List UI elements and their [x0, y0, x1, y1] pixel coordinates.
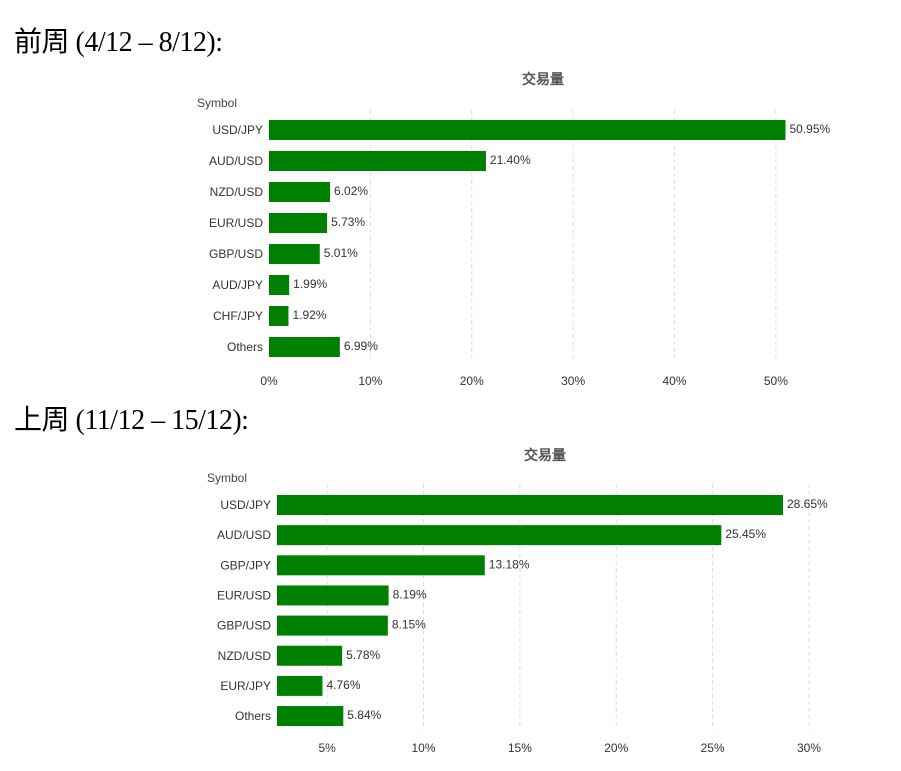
- x-tick-label: 0%: [260, 374, 278, 388]
- y-axis-label: Symbol: [197, 96, 237, 110]
- bar: [277, 555, 485, 576]
- x-tick-label: 10%: [358, 374, 382, 388]
- value-label: 8.15%: [392, 618, 426, 632]
- chart-title: 交易量: [524, 447, 566, 463]
- value-label: 1.99%: [293, 277, 327, 291]
- value-label: 1.92%: [292, 308, 326, 322]
- x-tick-label: 10%: [411, 741, 435, 755]
- value-label: 5.01%: [324, 246, 358, 260]
- bar: [269, 182, 331, 202]
- value-label: 6.99%: [344, 339, 378, 353]
- value-label: 8.19%: [393, 587, 427, 601]
- bar: [269, 306, 289, 326]
- x-tick-label: 40%: [662, 374, 686, 388]
- category-label: EUR/USD: [217, 588, 271, 602]
- bar: [277, 495, 783, 515]
- x-tick-label: 20%: [604, 741, 628, 755]
- category-label: EUR/USD: [209, 216, 263, 230]
- value-label: 28.65%: [787, 497, 828, 511]
- y-axis-label: Symbol: [207, 471, 247, 485]
- bar: [269, 120, 786, 140]
- category-label: GBP/USD: [217, 619, 271, 633]
- bar: [269, 275, 290, 295]
- category-label: GBP/JPY: [220, 558, 271, 572]
- category-label: Others: [235, 709, 271, 723]
- week-heading-previous: 前周 (4/12 – 8/12):: [14, 27, 223, 58]
- bar: [269, 337, 340, 357]
- category-label: EUR/JPY: [220, 679, 271, 693]
- bar: [269, 244, 320, 264]
- x-tick-label: 15%: [508, 741, 532, 755]
- bar: [269, 151, 486, 171]
- category-label: NZD/USD: [218, 649, 272, 663]
- category-label: AUD/JPY: [212, 278, 263, 292]
- bar: [277, 645, 343, 666]
- category-label: USD/JPY: [212, 123, 263, 137]
- category-label: CHF/JPY: [213, 309, 263, 323]
- volume-bar-chart-last-week: 交易量 Symbol 5% 10% 15% 20% 25% 30% USD/JPY 28.65% A…: [207, 447, 828, 755]
- category-label: AUD/USD: [209, 154, 263, 168]
- x-tick-label: 30%: [797, 741, 821, 755]
- category-label: AUD/USD: [217, 528, 271, 542]
- category-label: Others: [227, 340, 263, 354]
- value-label: 21.40%: [490, 153, 531, 167]
- value-label: 5.78%: [346, 648, 380, 662]
- category-label: USD/JPY: [220, 498, 271, 512]
- x-tick-label: 5%: [318, 741, 336, 755]
- category-label: NZD/USD: [210, 185, 264, 199]
- value-label: 50.95%: [789, 122, 830, 136]
- bar: [277, 525, 722, 546]
- x-tick-label: 30%: [561, 374, 585, 388]
- value-label: 4.76%: [326, 678, 360, 692]
- week-heading-last: 上周 (11/12 – 15/12):: [14, 405, 249, 436]
- value-label: 6.02%: [334, 184, 368, 198]
- bar: [269, 213, 328, 233]
- value-label: 5.73%: [331, 215, 365, 229]
- category-label: GBP/USD: [209, 247, 263, 261]
- chart-title: 交易量: [522, 71, 564, 87]
- volume-bar-chart-previous-week: 交易量 Symbol 0% 10% 20% 30% 40% 50% USD/JPY 50.95% A…: [197, 71, 831, 388]
- bar: [277, 615, 388, 636]
- bar: [277, 585, 389, 606]
- x-tick-label: 20%: [460, 374, 484, 388]
- value-label: 25.45%: [725, 527, 766, 541]
- value-label: 13.18%: [489, 557, 530, 571]
- bar: [277, 706, 344, 727]
- x-tick-label: 25%: [701, 741, 725, 755]
- x-tick-label: 50%: [764, 374, 788, 388]
- value-label: 5.84%: [347, 708, 381, 722]
- bar: [277, 675, 323, 696]
